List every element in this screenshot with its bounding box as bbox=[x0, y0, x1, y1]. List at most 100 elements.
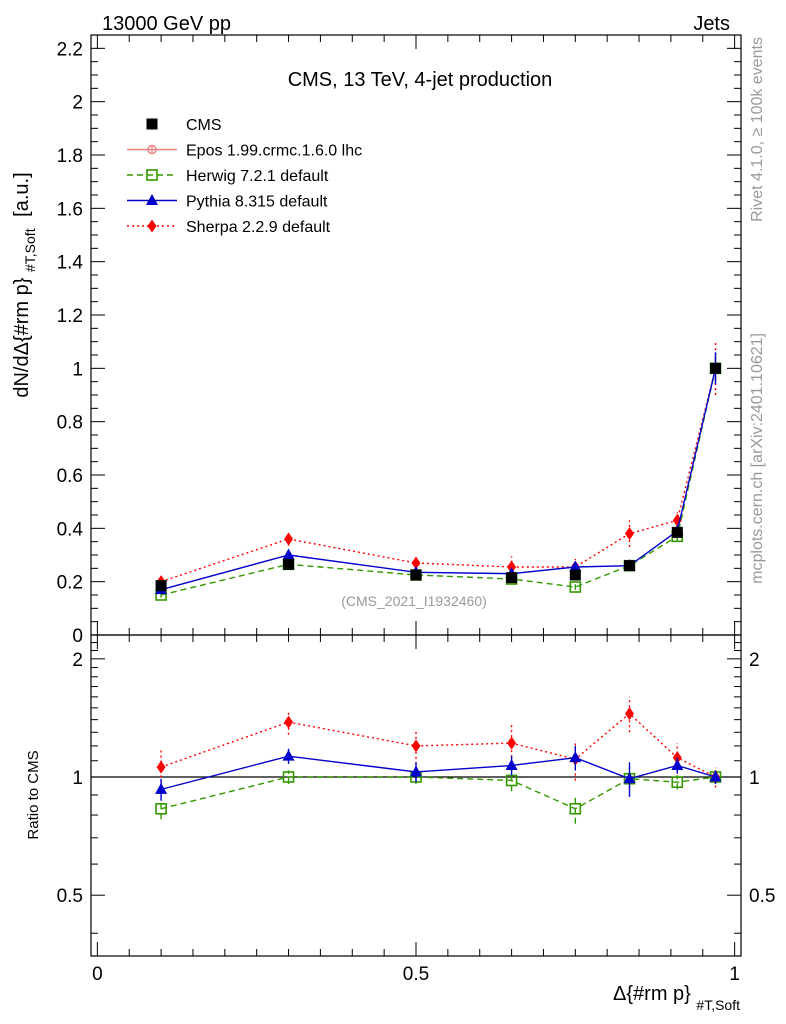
y-axis-label: dN/dΔ{#rm p} bbox=[11, 277, 33, 397]
legend: CMS Epos 1.99.crmc.1.6.0 lhc Herwig 7.2.1 … bbox=[127, 117, 362, 236]
x-tick-label: 0 bbox=[92, 964, 103, 985]
x-tick-label: 1 bbox=[729, 964, 740, 985]
series-cms bbox=[155, 362, 722, 592]
pythia-ratio-point bbox=[282, 749, 295, 761]
cms-point bbox=[671, 526, 683, 538]
y-tick-label: 2 bbox=[72, 93, 83, 114]
herwig-ratio-point bbox=[505, 774, 518, 787]
cms-point bbox=[410, 569, 422, 581]
y-axis-label-group: dN/dΔ{#rm p} #T,Soft [a.u.] bbox=[11, 172, 38, 397]
ratio-tick-label: 1 bbox=[72, 768, 83, 789]
herwig-ratio-point bbox=[155, 802, 167, 815]
herwig-line bbox=[160, 368, 717, 596]
legend-entry-epos: Epos 1.99.crmc.1.6.0 lhc bbox=[127, 143, 362, 160]
cms-point bbox=[506, 572, 518, 584]
legend-label-herwig: Herwig 7.2.1 default bbox=[186, 168, 329, 185]
pythia-ratio-point bbox=[410, 765, 422, 777]
pythia-ratio-point bbox=[155, 782, 168, 794]
cms-point bbox=[569, 569, 581, 581]
mcplots-label: mcplots.cern.ch [arXiv:2401.10621] bbox=[749, 333, 766, 584]
y-tick-label: 0.6 bbox=[57, 466, 83, 487]
ratio-tick-label-right: 2 bbox=[749, 650, 760, 671]
ratio-series-pythia bbox=[155, 745, 722, 801]
cms-point bbox=[283, 558, 295, 570]
ratio-tick-label-right: 1 bbox=[749, 768, 760, 789]
rivet-label: Rivet 4.1.0, ≥ 100k events bbox=[749, 37, 766, 222]
legend-marker-cms bbox=[146, 118, 158, 130]
sherpa-ratio-point bbox=[284, 715, 294, 729]
pythia-ratio-point bbox=[623, 772, 636, 784]
sherpa-ratio-point bbox=[411, 739, 421, 753]
pythia-point bbox=[569, 560, 582, 572]
legend-entry-sherpa: Sherpa 2.2.9 default bbox=[127, 219, 331, 236]
y-axis-unit: [a.u.] bbox=[11, 172, 33, 216]
y-tick-label: 1 bbox=[72, 359, 83, 380]
sherpa-ratio-line bbox=[160, 712, 716, 778]
sherpa-point bbox=[284, 532, 294, 546]
cms-point bbox=[710, 362, 722, 374]
pythia-ratio-point bbox=[505, 758, 518, 770]
legend-label-epos: Epos 1.99.crmc.1.6.0 lhc bbox=[186, 143, 362, 160]
pythia-point bbox=[282, 548, 295, 560]
y-tick-label: 0.8 bbox=[57, 413, 83, 434]
x-tick-label: 0.5 bbox=[403, 964, 429, 985]
y-tick-label: 0.4 bbox=[57, 519, 84, 540]
legend-marker-sherpa bbox=[147, 219, 157, 233]
legend-marker-pythia bbox=[146, 194, 158, 205]
legend-entry-herwig: Herwig 7.2.1 default bbox=[127, 168, 329, 185]
series-pythia bbox=[155, 352, 722, 595]
x-axis-label: Δ{#rm p} bbox=[613, 983, 691, 1005]
legend-entry-pythia: Pythia 8.315 default bbox=[127, 194, 328, 211]
x-axis-label-sub: #T,Soft bbox=[696, 997, 740, 1013]
sherpa-ratio-point bbox=[156, 760, 166, 774]
sherpa-point bbox=[507, 560, 517, 574]
pythia-ratio-point bbox=[671, 758, 684, 770]
sherpa-point bbox=[624, 527, 634, 541]
herwig-point bbox=[569, 581, 582, 593]
pythia-ratio-line bbox=[160, 755, 716, 791]
cms-point bbox=[623, 560, 635, 572]
pythia-ratio-point bbox=[569, 751, 582, 763]
herwig-ratio-point bbox=[282, 771, 295, 783]
chart-title: CMS, 13 TeV, 4-jet production bbox=[288, 69, 553, 91]
ratio-series-herwig bbox=[155, 770, 722, 824]
y-tick-label: 0 bbox=[72, 626, 83, 647]
sherpa-line bbox=[160, 368, 717, 583]
y-tick-label: 0.2 bbox=[57, 573, 83, 594]
legend-marker-herwig bbox=[146, 169, 158, 181]
jets-label: Jets bbox=[693, 13, 730, 35]
main-plot-data bbox=[155, 341, 722, 601]
legend-label-cms: CMS bbox=[186, 117, 222, 134]
cms-point bbox=[155, 580, 167, 592]
y-tick-label: 1.6 bbox=[57, 199, 83, 220]
x-axis-label-group: Δ{#rm p} #T,Soft bbox=[613, 983, 740, 1013]
ratio-plot-frame bbox=[90, 634, 742, 957]
y-tick-label: 1.2 bbox=[57, 306, 83, 327]
y-tick-label: 1.4 bbox=[57, 253, 84, 274]
ratio-y-label: Ratio to CMS bbox=[25, 750, 42, 839]
herwig-ratio-line bbox=[160, 776, 716, 810]
ratio-tick-label: 2 bbox=[72, 650, 83, 671]
energy-label: 13000 GeV pp bbox=[102, 13, 231, 35]
legend-label-sherpa: Sherpa 2.2.9 default bbox=[186, 219, 331, 236]
ratio-tick-label: 0.5 bbox=[57, 886, 83, 907]
pythia-ratio-point bbox=[709, 770, 722, 782]
main-y-axis: 0 0.2 0.4 0.6 0.8 1 1.2 1.4 1.6 1.8 2 2.2 bbox=[57, 39, 741, 647]
y-tick-label: 1.8 bbox=[57, 146, 83, 167]
sherpa-ratio-point bbox=[624, 707, 634, 721]
legend-label-pythia: Pythia 8.315 default bbox=[186, 194, 328, 211]
x-axis: 0 0.5 1 bbox=[92, 35, 740, 985]
ratio-series-sherpa bbox=[156, 696, 721, 788]
y-tick-label: 2.2 bbox=[57, 39, 83, 60]
herwig-ratio-point bbox=[569, 802, 582, 815]
pythia-line bbox=[160, 368, 717, 591]
herwig-ratio-point bbox=[671, 776, 684, 789]
ratio-plot-data bbox=[155, 696, 722, 824]
y-axis-label-sub: #T,Soft bbox=[22, 228, 38, 272]
analysis-id: (CMS_2021_I1932460) bbox=[341, 593, 487, 609]
sherpa-ratio-point bbox=[507, 736, 517, 750]
sherpa-point bbox=[411, 556, 421, 570]
legend-entry-cms: CMS bbox=[146, 117, 222, 134]
ratio-tick-label-right: 0.5 bbox=[749, 886, 775, 907]
